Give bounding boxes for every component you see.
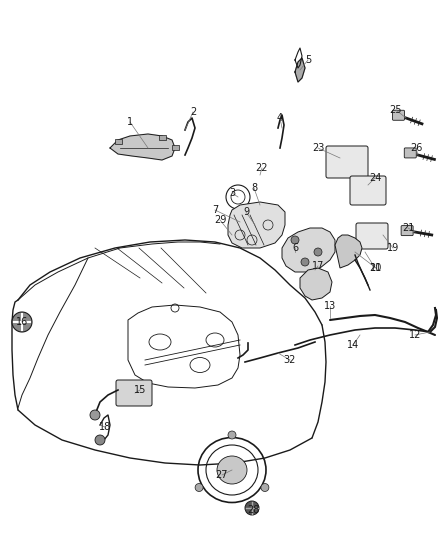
Text: 4: 4 [277, 113, 283, 123]
Text: 23: 23 [312, 143, 324, 153]
Circle shape [228, 431, 236, 439]
Text: 27: 27 [216, 470, 228, 480]
FancyBboxPatch shape [356, 223, 388, 249]
Text: 8: 8 [251, 183, 257, 193]
Polygon shape [110, 134, 175, 160]
Text: 22: 22 [256, 163, 268, 173]
Text: 5: 5 [305, 55, 311, 65]
FancyBboxPatch shape [401, 225, 413, 236]
Text: 16: 16 [16, 317, 28, 327]
Circle shape [314, 248, 322, 256]
FancyBboxPatch shape [392, 110, 404, 120]
Text: 28: 28 [247, 505, 259, 515]
Text: 7: 7 [212, 205, 218, 215]
Polygon shape [335, 235, 362, 268]
Text: 14: 14 [347, 340, 359, 350]
Text: 19: 19 [387, 243, 399, 253]
Text: 13: 13 [324, 301, 336, 311]
Polygon shape [295, 58, 305, 82]
Text: 6: 6 [292, 243, 298, 253]
Text: 24: 24 [369, 173, 381, 183]
FancyBboxPatch shape [116, 380, 152, 406]
Ellipse shape [217, 456, 247, 484]
Text: 32: 32 [284, 355, 296, 365]
Text: 25: 25 [390, 105, 402, 115]
Circle shape [301, 258, 309, 266]
FancyBboxPatch shape [350, 176, 386, 205]
Circle shape [291, 236, 299, 244]
Text: 18: 18 [99, 422, 111, 432]
Polygon shape [300, 268, 332, 300]
Text: 2: 2 [190, 107, 196, 117]
Text: 17: 17 [312, 261, 324, 271]
Bar [159, 135, 166, 140]
Circle shape [195, 483, 203, 491]
Text: 29: 29 [214, 215, 226, 225]
Circle shape [12, 312, 32, 332]
Text: 21: 21 [402, 223, 414, 233]
Text: 15: 15 [134, 385, 146, 395]
Polygon shape [228, 202, 285, 248]
Circle shape [95, 435, 105, 445]
Circle shape [261, 483, 269, 491]
Bar [172, 145, 179, 150]
Text: 11: 11 [370, 263, 382, 273]
Bar [115, 139, 122, 144]
Circle shape [245, 501, 259, 515]
Circle shape [90, 410, 100, 420]
Text: 20: 20 [369, 263, 381, 273]
Text: 12: 12 [409, 330, 421, 340]
Polygon shape [282, 228, 335, 272]
Text: 3: 3 [229, 188, 235, 198]
Text: 1: 1 [127, 117, 133, 127]
Text: 26: 26 [410, 143, 422, 153]
FancyBboxPatch shape [326, 146, 368, 178]
FancyBboxPatch shape [404, 148, 416, 158]
Text: 9: 9 [243, 207, 249, 217]
